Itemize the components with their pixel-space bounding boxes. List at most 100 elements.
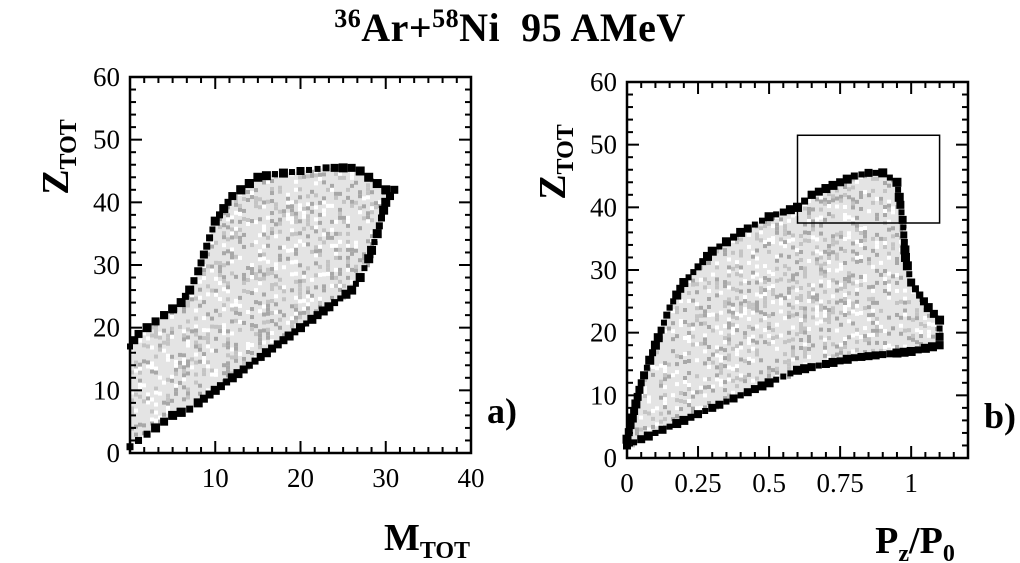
density-cell <box>759 370 763 375</box>
density-cell <box>871 300 875 305</box>
density-cell <box>871 188 875 193</box>
density-cell <box>887 291 891 296</box>
density-cell <box>202 336 206 341</box>
density-cell <box>731 306 735 311</box>
density-cell <box>819 251 823 256</box>
density-cell <box>727 317 731 322</box>
density-cell <box>819 199 823 204</box>
density-cell <box>234 298 238 303</box>
density-texture <box>130 167 394 447</box>
density-cell <box>306 294 310 299</box>
density-cell <box>699 305 703 310</box>
density-cell <box>715 353 719 358</box>
density-cell <box>691 342 695 347</box>
lower-edge-cell <box>193 398 203 408</box>
density-cell <box>719 366 723 371</box>
density-cell <box>691 406 695 411</box>
density-cell <box>134 368 138 373</box>
density-cell <box>322 196 326 201</box>
density-cell <box>687 387 691 392</box>
upper-edge-cell <box>900 231 908 239</box>
x-axis-label: MTOT <box>384 517 470 563</box>
density-cell <box>727 341 731 346</box>
density-cell <box>875 300 879 305</box>
density-cell <box>206 312 210 317</box>
density-cell <box>775 294 779 299</box>
upper-edge-cell <box>680 279 687 286</box>
density-cell <box>751 274 755 279</box>
density-cell <box>923 323 927 328</box>
density-cell <box>298 239 302 244</box>
density-cell <box>835 316 839 321</box>
density-cell <box>290 324 294 329</box>
density-cell <box>194 352 198 357</box>
density-cell <box>663 361 667 366</box>
density-cell <box>695 314 699 319</box>
upper-edge-cell <box>670 298 677 305</box>
density-cell <box>775 222 779 227</box>
density-cell <box>226 217 230 222</box>
density-cell <box>346 263 350 268</box>
density-cell <box>230 215 234 220</box>
density-cell <box>791 325 795 330</box>
density-cell <box>811 227 815 232</box>
density-cell <box>266 307 270 312</box>
density-cell <box>659 411 663 416</box>
density-cell <box>695 302 699 307</box>
density-cell <box>330 183 334 188</box>
density-cell <box>843 344 847 349</box>
density-cell <box>715 249 719 254</box>
upper-edge-cell <box>858 171 865 178</box>
upper-edge-cell <box>216 211 224 219</box>
density-cell <box>703 377 707 382</box>
density-cell <box>795 356 799 361</box>
upper-edge-cell <box>347 163 356 172</box>
density-cell <box>735 364 739 369</box>
density-cell <box>863 278 867 283</box>
density-cell <box>819 299 823 304</box>
density-cell <box>879 308 883 313</box>
y-tick-label: 30 <box>590 255 617 285</box>
density-cell <box>927 329 931 334</box>
lower-edge-cell <box>658 425 667 434</box>
density-cell <box>807 354 811 359</box>
density-cell <box>675 406 679 411</box>
density-cell <box>258 333 262 338</box>
density-cell <box>374 201 378 206</box>
density-cell <box>747 232 751 237</box>
density-cell <box>278 229 282 234</box>
lower-edge-cell <box>337 295 344 302</box>
density-cell <box>731 366 735 371</box>
y-tick-label: 10 <box>590 380 617 410</box>
lower-edge-cell <box>261 348 271 358</box>
density-cell <box>827 252 831 257</box>
density-cell <box>362 216 366 221</box>
density-cell <box>258 341 262 346</box>
density-cell <box>935 323 939 328</box>
density-cell <box>843 308 847 313</box>
density-cell <box>839 246 843 251</box>
density-cell <box>286 200 290 205</box>
lower-edge-cell <box>822 361 829 367</box>
density-cell <box>294 319 298 324</box>
lower-edge-cell <box>273 340 282 349</box>
density-cell <box>683 392 687 397</box>
density-cell <box>226 337 230 342</box>
upper-edge-cell <box>892 177 902 187</box>
density-cell <box>234 342 238 347</box>
density-cell <box>827 248 831 253</box>
density-cell <box>210 244 214 249</box>
density-cell <box>234 210 238 215</box>
density-cell <box>719 290 723 295</box>
density-cell <box>334 191 338 196</box>
density-cell <box>735 316 739 321</box>
density-cell <box>887 283 891 288</box>
density-cell <box>839 322 843 327</box>
density-cell <box>218 217 222 222</box>
density-cell <box>266 303 270 308</box>
density-cell <box>370 190 374 195</box>
upper-edge-cell <box>773 211 780 218</box>
density-cell <box>871 248 875 253</box>
density-cell <box>803 274 807 279</box>
density-cell <box>350 171 354 176</box>
